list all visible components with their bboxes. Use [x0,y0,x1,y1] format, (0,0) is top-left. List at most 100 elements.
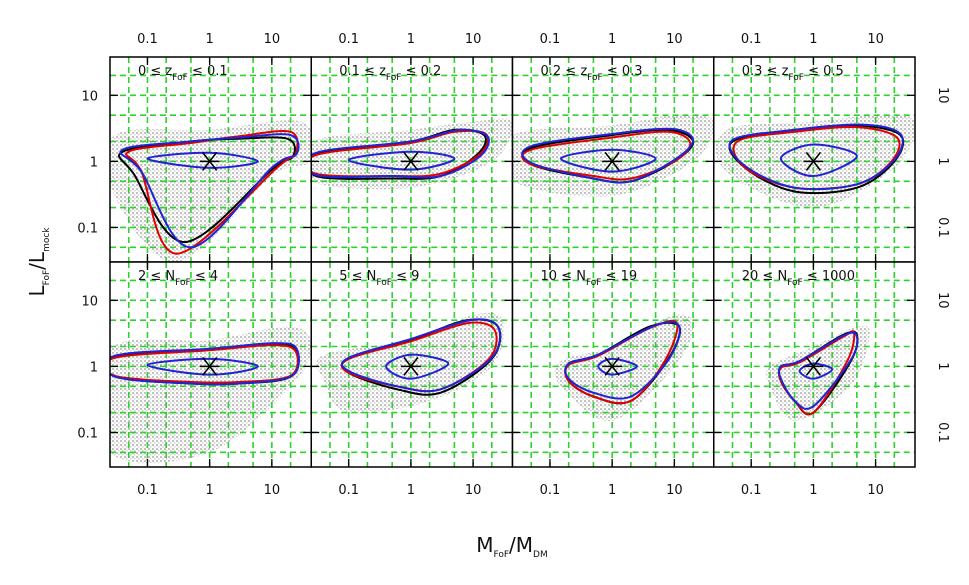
panel-label: 0.3 ≤ zFoF ≤ 0.5 [742,64,844,83]
panel-label-part: 0.2 ≤ z [541,64,588,79]
y-axis-title-part: FoF [42,270,52,286]
panel-label-part: FoF [587,73,603,83]
panel-label-part: 0.1 ≤ z [339,64,386,79]
y-tick-label: 1 [90,360,98,375]
center-marker [400,151,421,171]
x-tick-label: 0.1 [338,32,359,47]
x-tick-label: 0.1 [540,483,561,498]
panel-label-part: FoF [376,278,392,288]
point-cloud [512,114,714,197]
center-marker [400,356,421,376]
panel-label-part: ≤ 19 [601,269,637,284]
x-tick-label: 1 [608,32,616,47]
point-cloud [311,118,513,190]
y-axis-title-part: L [25,285,49,297]
panel-label-part: ≤ 9 [392,269,419,284]
x-tick-label: 1 [608,483,616,498]
contour [146,151,260,169]
panel-label-part: ≤ 0.5 [804,64,844,79]
y-axis-title-part: mock [42,227,52,252]
panel [110,262,312,467]
y-tick-label: 0.1 [935,217,950,238]
x-tick-label: 0.1 [338,483,359,498]
center-marker [803,356,824,376]
y-tick-label: 0.1 [77,221,98,236]
contour [340,318,502,393]
x-axis-title-part: M [476,533,493,557]
y-tick-label: 10 [935,87,950,104]
panel-label-part: ≤ 1000 [803,269,855,284]
center-marker [199,151,220,171]
panel-label-part: 0.3 ≤ z [742,64,789,79]
panel-label: 20 ≤ NFoF ≤ 1000 [742,269,855,288]
y-tick-label: 1 [935,157,950,165]
y-tick-label: 1 [90,155,98,170]
x-tick-label: 1 [206,32,214,47]
contour [779,143,858,178]
panel-label-part: FoF [175,278,191,288]
panel-label: 0 ≤ zFoF ≤ 0.1 [138,64,228,83]
point-cloud [110,326,312,464]
x-tick-label: 10 [264,32,281,47]
panel-label-part: 0 ≤ z [138,64,172,79]
y-tick-label: 10 [81,294,98,309]
contour [347,150,456,171]
panel-label-part: ≤ 0.2 [401,64,441,79]
panel [512,262,714,467]
center-marker [199,356,220,376]
contour [110,342,300,386]
y-tick-label: 1 [935,362,950,370]
x-tick-label: 1 [809,483,817,498]
x-tick-label: 10 [666,32,683,47]
y-tick-label: 10 [935,292,950,309]
panel-label-part: FoF [586,278,602,288]
panel-label-part: ≤ 4 [191,269,218,284]
x-tick-label: 10 [867,32,884,47]
panel [713,262,915,467]
contour [385,353,450,380]
panel-label: 0.1 ≤ zFoF ≤ 0.2 [339,64,441,83]
x-axis-title-part: /M [509,533,533,557]
panel-label-part: FoF [787,278,803,288]
x-tick-label: 0.1 [741,32,762,47]
x-tick-label: 1 [809,32,817,47]
panel-label-part: ≤ 0.1 [188,64,228,79]
panel-label: 2 ≤ NFoF ≤ 4 [138,269,218,288]
panel-label-part: 2 ≤ N [138,269,175,284]
panel-label: 0.2 ≤ zFoF ≤ 0.3 [541,64,643,83]
contour [311,129,489,178]
panel [311,57,513,262]
x-tick-label: 1 [206,483,214,498]
x-tick-label: 0.1 [137,483,158,498]
panel [110,57,312,262]
contour [340,321,498,393]
panel-label-part: ≤ 0.3 [603,64,643,79]
contour [311,128,490,179]
contour [732,125,901,190]
x-tick-label: 10 [465,483,482,498]
x-tick-label: 0.1 [741,483,762,498]
x-tick-label: 0.1 [540,32,561,47]
y-axis-title-part: /L [25,251,49,270]
panel-label-part: 10 ≤ N [541,269,586,284]
contour [728,123,904,191]
x-tick-label: 10 [666,483,683,498]
y-tick-label: 0.1 [77,426,98,441]
x-tick-label: 10 [264,483,281,498]
panel-label: 5 ≤ NFoF ≤ 9 [339,269,419,288]
panel [713,57,915,262]
x-tick-label: 1 [407,483,415,498]
center-marker [803,151,824,171]
center-marker [602,356,623,376]
x-axis-title-part: DM [533,550,548,560]
x-tick-label: 0.1 [137,32,158,47]
panel-label-part: FoF [386,73,402,83]
y-tick-label: 0.1 [935,422,950,443]
panel-label: 10 ≤ NFoF ≤ 19 [541,269,638,288]
y-tick-label: 10 [81,89,98,104]
panel [512,57,714,262]
panel-label-part: FoF [788,73,804,83]
x-tick-label: 1 [407,32,415,47]
